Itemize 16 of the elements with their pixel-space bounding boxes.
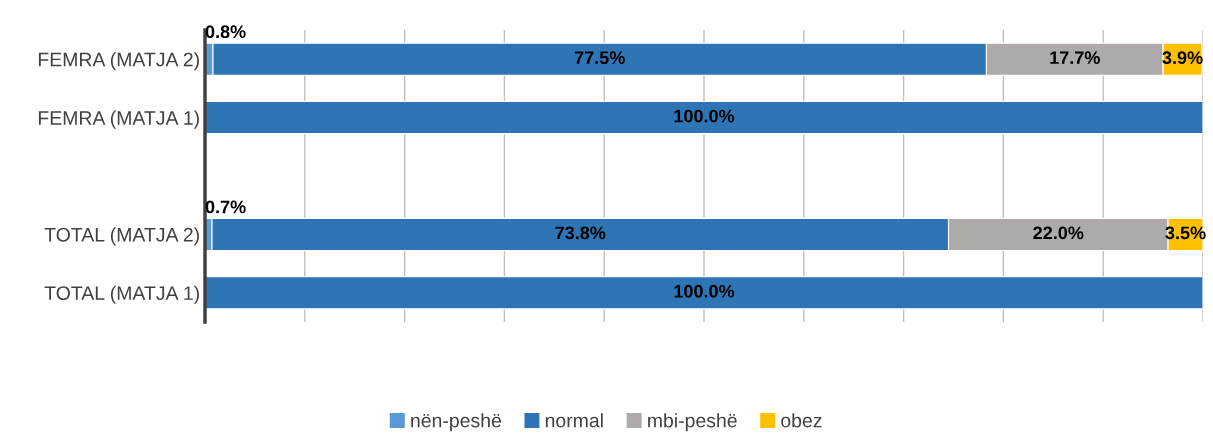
y-tick-label: FEMRA (MATJA 1) [38,110,199,129]
legend-label: normal [545,413,603,428]
data-label: 22.0% [1033,226,1084,240]
legend-label: obez [781,413,822,428]
legend-label: nën-peshë [411,413,501,432]
data-label: 100.0% [674,284,735,298]
bar [205,276,1203,310]
data-label: 77.5% [574,51,625,65]
data-label: 100.0% [674,109,735,123]
bar [205,100,1203,135]
legend-label: mbi-peshë [648,413,737,432]
y-tick-label: TOTAL (MATJA 2) [44,227,199,246]
y-tick-label: TOTAL (MATJA 1) [44,285,199,304]
data-label: 17.7% [1050,51,1100,65]
data-label: 73.8% [555,226,606,240]
y-tick-label: FEMRA (MATJA 2) [38,52,199,71]
